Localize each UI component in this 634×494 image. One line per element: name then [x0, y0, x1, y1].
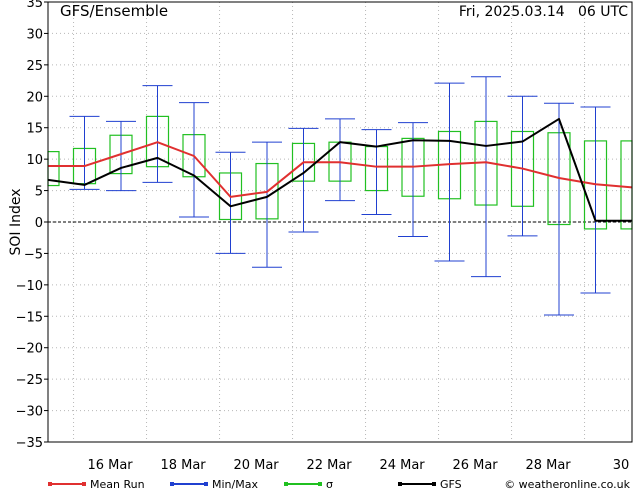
x-tick-label: 22 Mar	[306, 458, 352, 473]
mean-run-line	[48, 141, 633, 198]
y-tick-label: 25	[26, 59, 43, 74]
y-tick-label: −15	[16, 310, 43, 325]
legend: Mean Run Min/Max σ GFS © weatheronline.co.uk	[48, 478, 631, 491]
x-tick-label: 24 Mar	[379, 458, 425, 473]
legend-label-sigma: σ	[326, 478, 333, 490]
grid	[48, 2, 632, 442]
y-axis-label: SOI Index	[8, 188, 24, 255]
legend-label-minmax: Min/Max	[212, 478, 258, 490]
sigma-box	[620, 140, 633, 230]
gfs-line	[47, 117, 632, 222]
y-tick-label: −5	[24, 247, 43, 262]
x-tick-label: 18 Mar	[160, 458, 206, 473]
credit-text: © weatheronline.co.uk	[504, 478, 630, 490]
minmax-whiskers	[69, 76, 611, 316]
legend-swatch-dot-minmax	[204, 482, 208, 486]
y-tick-label: 0	[35, 216, 43, 231]
y-tick-label: −10	[16, 279, 43, 294]
y-tick-label: −35	[16, 436, 43, 451]
legend-swatch-dot-gfs	[398, 482, 402, 486]
y-tick-label: 30	[26, 27, 43, 42]
x-tick-label: 28 Mar	[525, 458, 571, 473]
y-tick-label: 10	[26, 153, 43, 168]
x-tick-label: 16 Mar	[87, 458, 133, 473]
x-tick-label: 20 Mar	[233, 458, 279, 473]
x-tick-label: 30	[613, 458, 630, 473]
legend-swatch-dot-sigma	[284, 482, 288, 486]
legend-swatch-dot-mean	[48, 482, 52, 486]
legend-swatch-dot-sigma	[318, 482, 322, 486]
legend-swatch-dot-gfs	[432, 482, 436, 486]
x-tick-labels: 16 Mar 18 Mar 20 Mar 22 Mar 24 Mar 26 Mar 28 M…	[87, 458, 629, 473]
y-tick-label: −20	[16, 342, 43, 357]
legend-label-gfs: GFS	[440, 478, 462, 490]
series-lines	[47, 117, 633, 222]
y-tick-label: 20	[26, 90, 43, 105]
legend-swatch-dot-mean	[82, 482, 86, 486]
y-tick-label: 5	[35, 185, 43, 200]
y-tick-labels: −35 −30 −25 −20 −15 −10 −5 0 5 10 15 20 25 30 35	[16, 0, 48, 451]
y-tick-label: 15	[26, 122, 43, 137]
y-tick-label: 35	[26, 0, 43, 11]
legend-label-mean: Mean Run	[90, 478, 145, 490]
y-tick-label: −30	[16, 405, 43, 420]
x-tick-label: 26 Mar	[452, 458, 498, 473]
y-tick-label: −25	[16, 373, 43, 388]
chart-title-left: GFS/Ensemble	[60, 2, 168, 20]
legend-swatch-dot-minmax	[170, 482, 174, 486]
chart-title-right: Fri, 2025.03.14 06 UTC	[459, 4, 628, 20]
